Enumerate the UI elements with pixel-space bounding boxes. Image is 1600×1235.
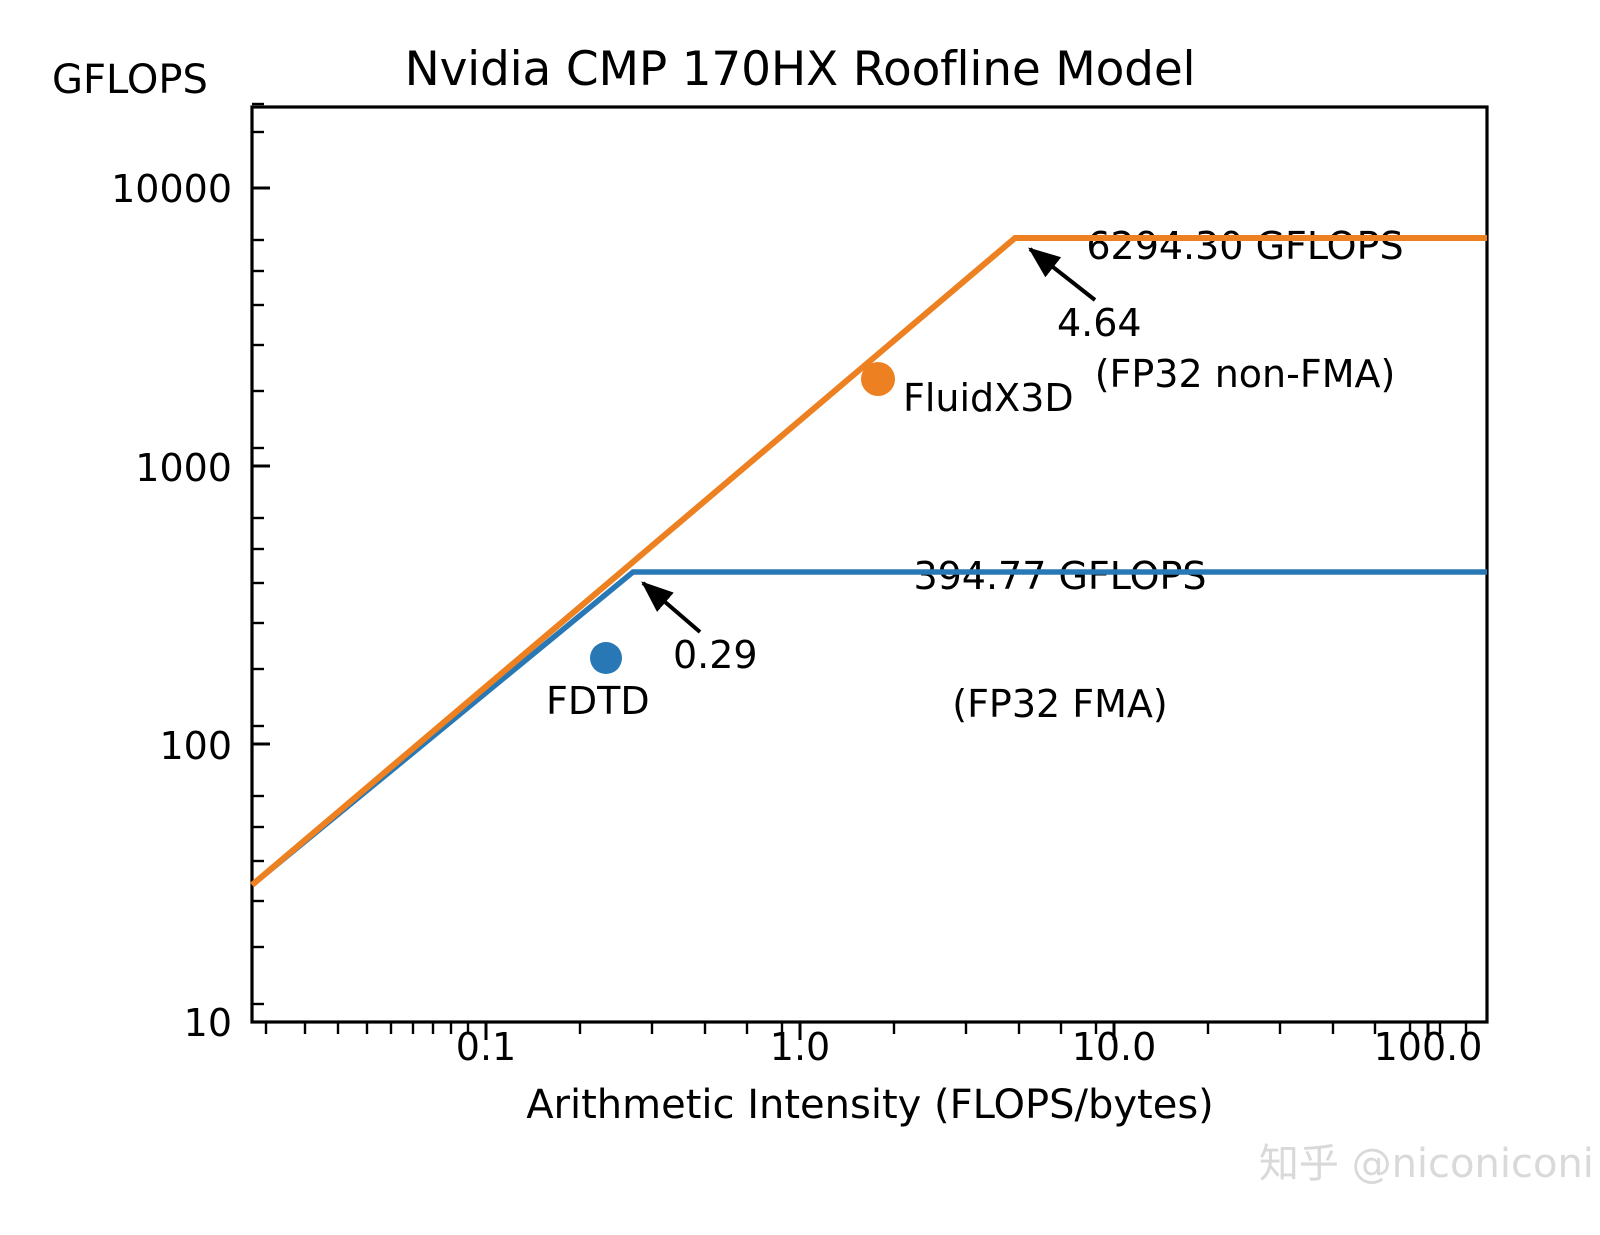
roofline-chart-figure: Nvidia CMP 170HX Roofline Model GFLOPS A… [52, 42, 1594, 1187]
watermark: 知乎 @niconiconi [1208, 1085, 1594, 1235]
annotation-fp32-fma-line1: 394.77 GFLOPS [913, 554, 1207, 599]
ridge-label-4-64: 4.64 [1057, 301, 1142, 345]
y-axis-label: GFLOPS [52, 57, 208, 103]
annotation-fp32-fma: 394.77 GFLOPS (FP32 FMA) [825, 470, 1295, 810]
plot-canvas [250, 102, 1489, 1040]
x-axis-ticks [264, 1022, 1468, 1040]
roofline-fp32-non-fma [250, 235, 1487, 888]
y-axis-ticks [252, 102, 270, 1024]
y-tick-100: 100 [159, 724, 232, 768]
marker-label-fluidx3d: FluidX3D [903, 376, 1074, 420]
ridge-label-0-29: 0.29 [673, 633, 758, 677]
callout-arrow-4-64 [1028, 247, 1097, 302]
x-axis-label: Arithmetic Intensity (FLOPS/bytes) [526, 1082, 1214, 1128]
marker-fluidx3d [861, 362, 895, 396]
chart-title: Nvidia CMP 170HX Roofline Model [404, 42, 1196, 97]
watermark-handle: @niconiconi [1351, 1141, 1594, 1187]
annotation-fp32-non-fma-line1: 6294.30 GFLOPS [1086, 224, 1404, 269]
plot-frame [250, 105, 1489, 1024]
watermark-cjk: 知乎 [1258, 1141, 1339, 1187]
marker-label-fdtd: FDTD [546, 679, 650, 723]
y-tick-10000: 10000 [111, 167, 232, 211]
annotation-fp32-non-fma: 6294.30 GFLOPS (FP32 non-FMA) [1000, 140, 1490, 480]
annotation-fp32-fma-line2: (FP32 FMA) [952, 681, 1168, 726]
marker-fdtd [590, 642, 622, 674]
callout-arrow-0-29 [641, 581, 702, 634]
annotation-fp32-non-fma-line2: (FP32 non-FMA) [1094, 351, 1396, 396]
y-tick-1000: 1000 [135, 446, 232, 490]
y-tick-10: 10 [183, 1001, 232, 1045]
